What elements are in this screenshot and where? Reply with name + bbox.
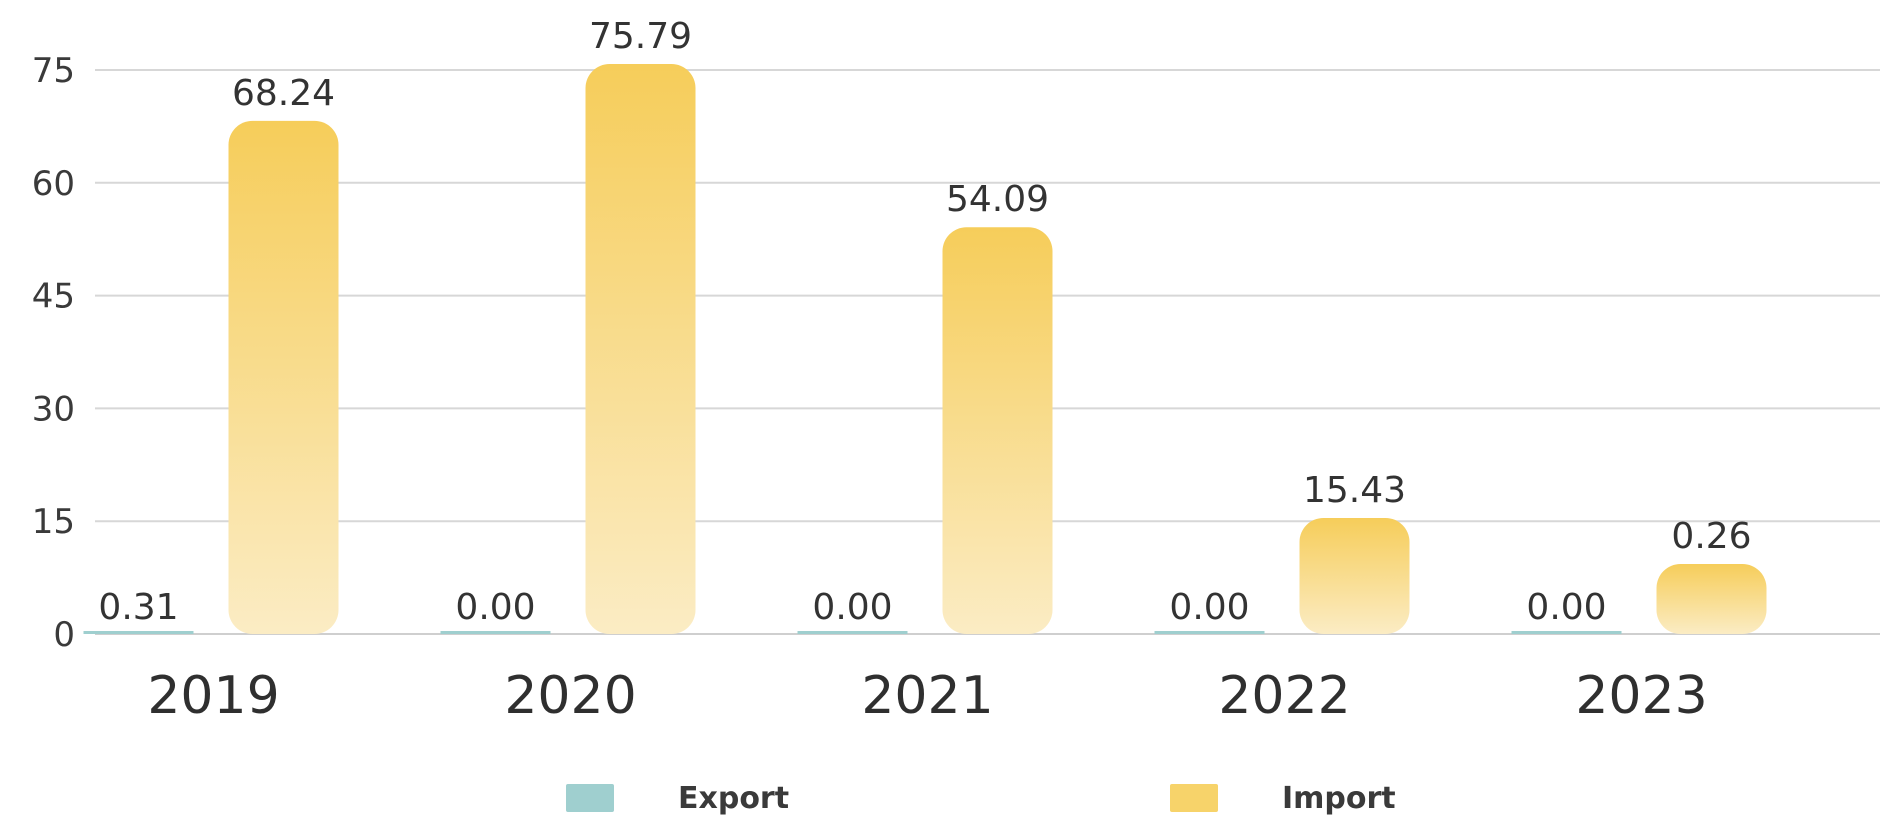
x-category-label: 2022 bbox=[1218, 666, 1350, 726]
export-bar bbox=[797, 631, 908, 634]
bars bbox=[83, 64, 1767, 634]
import-bar bbox=[585, 64, 696, 634]
x-category-label: 2019 bbox=[147, 666, 279, 726]
export-value-label: 0.00 bbox=[1169, 587, 1249, 628]
export-bar bbox=[1511, 631, 1622, 634]
y-axis: 0 15 30 45 60 75 bbox=[32, 51, 75, 655]
y-tick-label: 30 bbox=[32, 389, 75, 429]
export-value-label: 0.31 bbox=[98, 587, 178, 628]
import-value-label: 75.79 bbox=[589, 16, 692, 57]
x-category-label: 2020 bbox=[504, 666, 636, 726]
export-value-label: 0.00 bbox=[455, 587, 535, 628]
import-value-label: 0.26 bbox=[1671, 516, 1751, 557]
legend-import: Import bbox=[1170, 780, 1396, 816]
export-value-label: 0.00 bbox=[1526, 587, 1606, 628]
export-bar bbox=[440, 631, 551, 634]
import-value-label: 54.09 bbox=[946, 179, 1049, 220]
export-bar bbox=[83, 631, 194, 634]
y-tick-label: 0 bbox=[53, 615, 75, 655]
import-value-label: 68.24 bbox=[232, 73, 335, 114]
y-tick-label: 45 bbox=[32, 277, 75, 317]
import-bar bbox=[1656, 564, 1767, 634]
legend-export: Export bbox=[566, 780, 789, 816]
legend-export-label: Export bbox=[678, 780, 790, 816]
x-axis: 2019 2020 2021 2022 2023 bbox=[147, 666, 1707, 726]
y-tick-label: 60 bbox=[32, 164, 75, 204]
data-labels: 0.31 68.24 0.00 75.79 0.00 54.09 0.00 15.43 0.00… bbox=[98, 16, 1751, 628]
export-value-label: 0.00 bbox=[812, 587, 892, 628]
import-bar bbox=[1299, 517, 1410, 634]
legend-export-swatch bbox=[566, 784, 614, 812]
x-category-label: 2021 bbox=[861, 666, 993, 726]
import-value-label: 15.43 bbox=[1303, 470, 1406, 511]
legend-import-label: Import bbox=[1282, 780, 1396, 816]
export-bar bbox=[1154, 631, 1265, 634]
x-category-label: 2023 bbox=[1575, 666, 1707, 726]
y-tick-label: 15 bbox=[32, 502, 75, 542]
y-tick-label: 75 bbox=[32, 51, 75, 91]
import-bar bbox=[942, 227, 1053, 634]
import-bar bbox=[228, 120, 339, 634]
legend-import-swatch bbox=[1170, 784, 1218, 812]
